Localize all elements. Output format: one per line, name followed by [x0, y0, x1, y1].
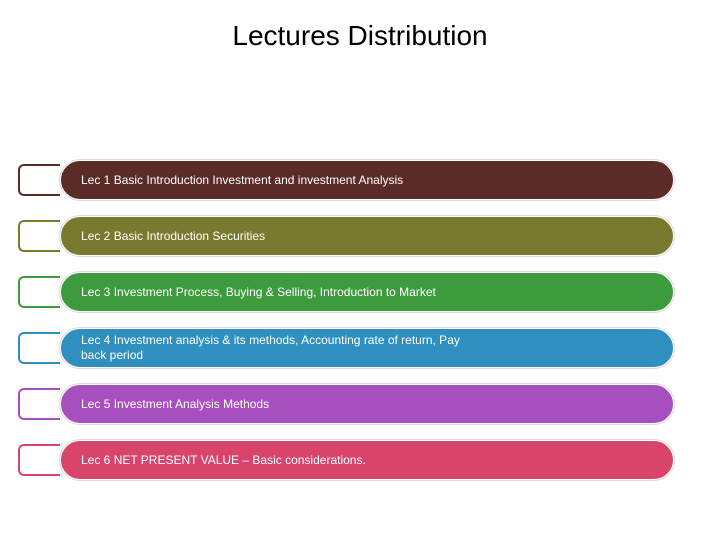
lecture-pill: Lec 1 Basic Introduction Investment and … — [60, 160, 674, 200]
lecture-row: Lec 5 Investment Analysis Methods — [18, 384, 682, 424]
lecture-label: Lec 6 NET PRESENT VALUE – Basic consider… — [81, 453, 366, 468]
lecture-pill: Lec 6 NET PRESENT VALUE – Basic consider… — [60, 440, 674, 480]
lecture-row: Lec 1 Basic Introduction Investment and … — [18, 160, 682, 200]
lecture-pill: Lec 4 Investment analysis & its methods,… — [60, 328, 674, 368]
row-bracket — [18, 220, 60, 252]
row-bracket — [18, 332, 60, 364]
lecture-label: Lec 5 Investment Analysis Methods — [81, 397, 269, 412]
row-bracket — [18, 164, 60, 196]
row-bracket — [18, 276, 60, 308]
lecture-row: Lec 3 Investment Process, Buying & Selli… — [18, 272, 682, 312]
page-title: Lectures Distribution — [0, 20, 720, 52]
row-bracket — [18, 388, 60, 420]
lecture-row: Lec 4 Investment analysis & its methods,… — [18, 328, 682, 368]
lecture-pill: Lec 5 Investment Analysis Methods — [60, 384, 674, 424]
lecture-label: Lec 4 Investment analysis & its methods,… — [81, 333, 460, 363]
lecture-pill: Lec 3 Investment Process, Buying & Selli… — [60, 272, 674, 312]
lecture-label: Lec 3 Investment Process, Buying & Selli… — [81, 285, 436, 300]
lecture-pill: Lec 2 Basic Introduction Securities — [60, 216, 674, 256]
lecture-list: Lec 1 Basic Introduction Investment and … — [18, 160, 682, 496]
lecture-row: Lec 2 Basic Introduction Securities — [18, 216, 682, 256]
lecture-row: Lec 6 NET PRESENT VALUE – Basic consider… — [18, 440, 682, 480]
slide: Lectures Distribution Lec 1 Basic Introd… — [0, 0, 720, 540]
row-bracket — [18, 444, 60, 476]
lecture-label: Lec 2 Basic Introduction Securities — [81, 229, 265, 244]
lecture-label: Lec 1 Basic Introduction Investment and … — [81, 173, 403, 188]
